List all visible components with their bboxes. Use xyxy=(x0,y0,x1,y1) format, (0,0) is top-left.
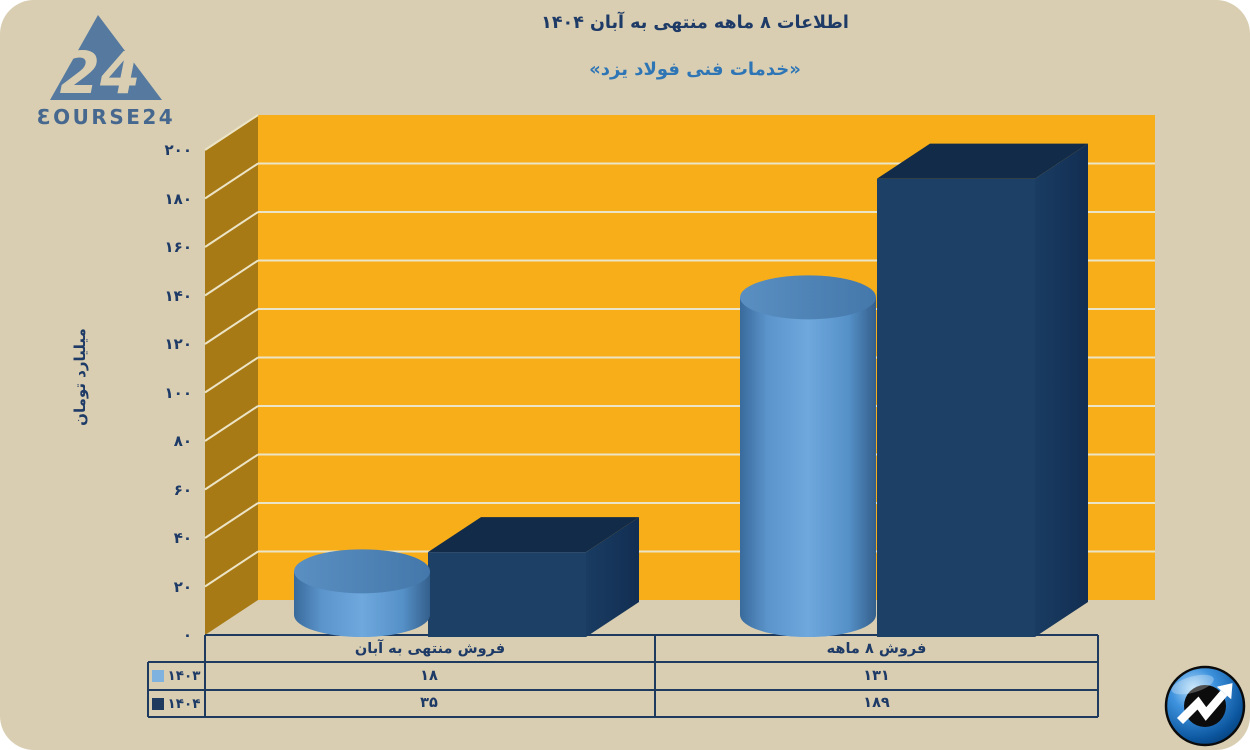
logo-number: 24 xyxy=(60,39,141,107)
legend-swatch-1403 xyxy=(151,670,164,682)
chart-title: اطلاعات ۸ ماهه منتهی به آبان ۱۴۰۴ xyxy=(541,13,849,33)
category-label-1: فروش منتهی به آبان xyxy=(354,641,506,657)
bourse24-logo: 24 ƐOURSE24 xyxy=(37,15,175,129)
arrow-head-icon xyxy=(1216,683,1233,700)
y-tick-label: ۰ xyxy=(182,626,192,644)
y-tick-label: ۲۰ xyxy=(173,577,192,596)
legend-label-1404: ۱۴۰۴ xyxy=(167,695,201,712)
y-tick-label: ۱۶۰ xyxy=(164,238,192,256)
y-tick-label: ۱۸۰ xyxy=(164,189,192,208)
table-value-1403-cat1: ۱۸ xyxy=(420,668,438,684)
y-tick-label: ۸۰ xyxy=(173,432,192,450)
y-tick-label: ۲۰۰ xyxy=(164,141,192,159)
logo-triangle xyxy=(50,15,162,100)
arrow-icon xyxy=(1176,690,1228,725)
bourse24-arrow-logo xyxy=(1164,665,1246,747)
y-tick-label: ۱۰۰ xyxy=(164,383,192,402)
table-value-1404-cat1: ۳۵ xyxy=(420,695,438,711)
y-tick-label: ۱۲۰ xyxy=(164,335,192,353)
y-axis-title: میلیارد تومان xyxy=(71,328,89,426)
data-bars xyxy=(294,143,1088,638)
y-tick-label: ۶۰ xyxy=(173,480,192,499)
legend-swatch-1404 xyxy=(151,697,164,710)
y-tick-label: ۱۴۰ xyxy=(164,286,192,305)
legend-row-1404: ۱۴۰۴ xyxy=(149,691,203,716)
y-tick-label: ۴۰ xyxy=(173,529,192,547)
table-value-1404-cat2: ۱۸۹ xyxy=(863,695,890,711)
logo-gloss xyxy=(1171,674,1214,695)
category-label-2: فروش ۸ ماهه xyxy=(826,641,927,657)
legend-label-1403: ۱۴۰۳ xyxy=(167,668,201,684)
legend-row-1403: ۱۴۰۳ xyxy=(149,663,203,689)
chart-subtitle: «خدمات فنی فولاد یزد» xyxy=(589,59,801,80)
table-value-1403-cat2: ۱۳۱ xyxy=(863,668,890,684)
logo-wordmark: ƐOURSE24 xyxy=(37,105,175,129)
